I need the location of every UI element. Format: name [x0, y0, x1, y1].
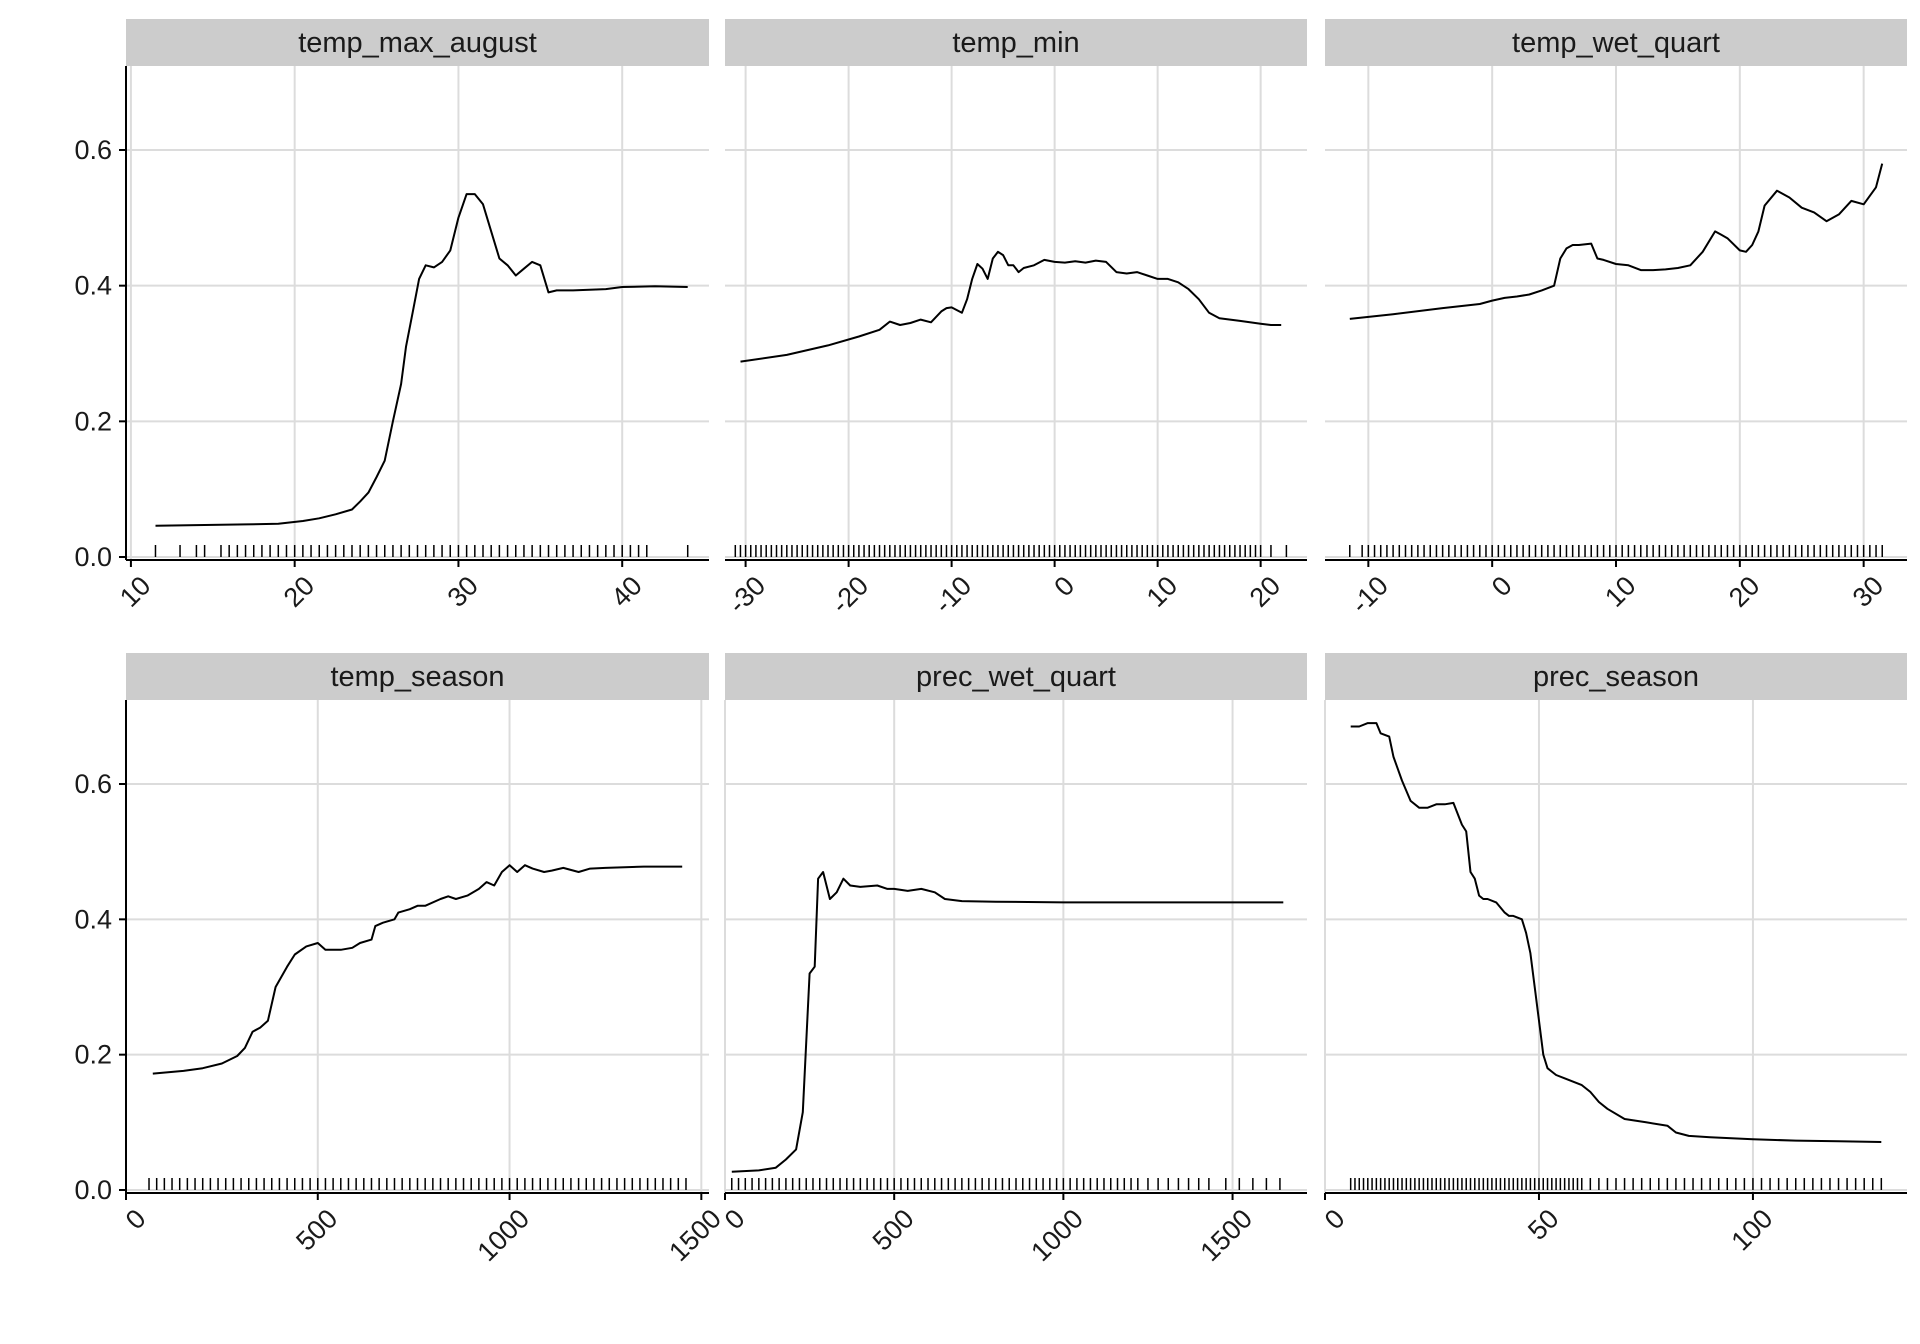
- x-tick-label: -10: [928, 570, 977, 619]
- y-tick-label: 0.6: [74, 769, 112, 799]
- x-tick-label: 40: [605, 570, 647, 612]
- x-tick-label: 20: [1244, 570, 1286, 612]
- strip-header: [725, 653, 1307, 700]
- y-tick-label: 0.6: [74, 135, 112, 165]
- x-tick-label: 20: [1723, 570, 1765, 612]
- panel-title: temp_wet_quart: [1512, 27, 1720, 59]
- y-tick-label: 0.0: [74, 1175, 112, 1205]
- panel-title: prec_wet_quart: [916, 661, 1116, 693]
- y-tick-label: 0.2: [74, 406, 112, 436]
- x-tick-label: 500: [290, 1203, 343, 1256]
- x-tick-label: 1000: [471, 1203, 535, 1267]
- x-tick-label: 30: [1847, 570, 1889, 612]
- x-tick-label: 10: [1141, 570, 1183, 612]
- panel-title: temp_max_august: [298, 27, 537, 59]
- y-tick-label: 0.4: [74, 271, 112, 301]
- y-tick-label: 0.4: [74, 904, 112, 934]
- x-tick-label: 20: [278, 570, 320, 612]
- strip-header: [1325, 653, 1907, 700]
- y-tick-label: 0.2: [74, 1040, 112, 1070]
- x-tick-label: 0: [1048, 570, 1080, 602]
- panel-title: temp_season: [330, 661, 504, 693]
- x-tick-label: 100: [1725, 1203, 1778, 1256]
- facet-panel-temp_season: temp_season 0 500 1000 1500 0.0 0.2 0.4 0.6: [74, 653, 727, 1267]
- series-line: [1349, 163, 1884, 320]
- series-line: [731, 871, 1284, 1173]
- x-tick-label: 50: [1522, 1203, 1564, 1245]
- series-line: [740, 250, 1282, 363]
- x-tick-label: 1500: [1194, 1203, 1258, 1267]
- x-tick-label: 10: [1599, 570, 1641, 612]
- facet-panel-temp_wet_quart: temp_wet_quart -10 0 10 20 30: [1325, 19, 1907, 619]
- y-tick-label: 0.0: [74, 542, 112, 572]
- x-tick-label: 1000: [1025, 1203, 1089, 1267]
- strip-header: [725, 19, 1307, 66]
- x-tick-label: 0: [1486, 570, 1518, 602]
- strip-header: [126, 19, 709, 66]
- facet-panel-temp_max_august: temp_max_august 10 20 30 40 0.0 0.2 0.4 0.6: [74, 19, 709, 613]
- x-tick-label: -10: [1345, 570, 1394, 619]
- strip-header: [1325, 19, 1907, 66]
- x-tick-label: 0: [719, 1203, 751, 1235]
- facet-panel-temp_min: temp_min -30 -20 -10 0 10 20: [722, 19, 1307, 619]
- facet-panel-prec_season: prec_season 0 50 100: [1319, 653, 1907, 1256]
- series-line: [155, 193, 688, 527]
- x-tick-label: 1500: [663, 1203, 727, 1267]
- strip-header: [126, 653, 709, 700]
- series-line: [152, 864, 683, 1075]
- x-tick-label: 30: [442, 570, 484, 612]
- x-tick-label: -30: [722, 570, 771, 619]
- panel-title: prec_season: [1533, 661, 1699, 693]
- x-tick-label: 0: [1319, 1203, 1351, 1235]
- facet-panel-prec_wet_quart: prec_wet_quart 0 500 1000 1500: [719, 653, 1307, 1267]
- x-tick-label: 0: [120, 1203, 152, 1235]
- x-tick-label: 500: [867, 1203, 920, 1256]
- x-tick-label: -20: [825, 570, 874, 619]
- series-line: [1350, 722, 1882, 1143]
- x-tick-label: 10: [114, 570, 156, 612]
- panel-title: temp_min: [952, 27, 1079, 59]
